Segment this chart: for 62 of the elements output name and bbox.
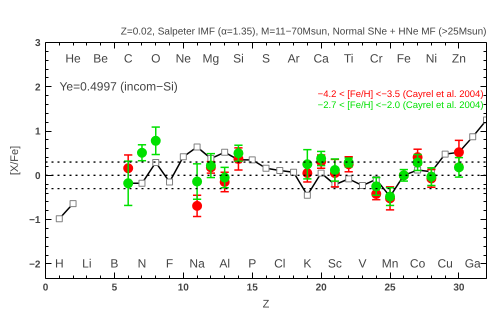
annotation: Na [189,256,206,270]
point [330,165,340,176]
annotation: Co [410,256,426,270]
x-tick-label: 10 [178,282,190,294]
annotation: C [124,52,133,66]
annotation: Be [93,52,108,66]
x-tick-label: 20 [316,282,328,294]
annotation: F [166,256,174,270]
point [192,176,202,187]
annotation: B [110,256,118,270]
y-tick-label: 2 [34,82,41,94]
y-tick-label: 0 [34,170,41,182]
x-tick-label: 30 [453,282,465,294]
chart-title: Z=0.02, Salpeter IMF (α=1.35), M=11−70Msun, Normal SNe + HNe MF (>25Msun) [120,26,487,38]
annotation: Mg [202,52,220,66]
annotation: Ye=0.4997 (incom−Si) [60,80,178,94]
point [220,172,230,183]
annotation: Zn [452,52,466,66]
x-tick-label: 25 [384,282,396,294]
annotation: Cr [370,52,383,66]
annotation: K [303,256,312,270]
annotation: N [138,256,146,270]
y-tick-label: 1 [34,126,41,138]
y-axis-title: [X/Fe] [9,146,22,176]
text: −4.2 < [Fe/H] <−3.5 (Cayrel et al. 2004) [318,89,484,100]
annotation: S [262,52,270,66]
x-tick-label: 0 [42,282,49,294]
annotation: Cl [274,256,286,270]
annotation: Sc [328,256,342,270]
annotation: Ga [464,256,482,270]
annotation: Fe [396,52,412,66]
annotation: O [151,52,160,66]
annotation: Si [233,52,244,66]
annotation: Cu [437,256,453,270]
y-tick-label: −2 [29,259,41,270]
text: −2.7 < [Fe/H] <−2.0 (Cayrel et al. 2004) [318,100,484,111]
x-axis-title: Z [262,298,270,310]
point [454,162,464,172]
point [192,200,202,211]
annotation: V [358,256,366,270]
annotation: Ca [313,52,330,66]
point [136,148,147,158]
point [316,154,326,164]
point [371,181,382,192]
annotation: Li [82,256,92,270]
annotation: Mn [382,256,398,270]
point [302,159,312,170]
y-tick-label: 3 [34,38,41,49]
point [150,136,161,146]
annotation: Ti [344,52,354,66]
annotation: Ni [426,52,438,66]
annotation: P [248,256,256,270]
x-tick-label: 15 [246,282,258,294]
x-tick-label: 5 [112,282,118,294]
point [233,148,244,158]
annotation: Ne [176,52,192,66]
y-tick-label: −1 [29,215,41,226]
annotation: Ar [288,52,300,66]
annotation: H [54,256,64,270]
annotation: Al [219,256,230,270]
point [412,158,423,168]
annotation: He [65,52,82,66]
